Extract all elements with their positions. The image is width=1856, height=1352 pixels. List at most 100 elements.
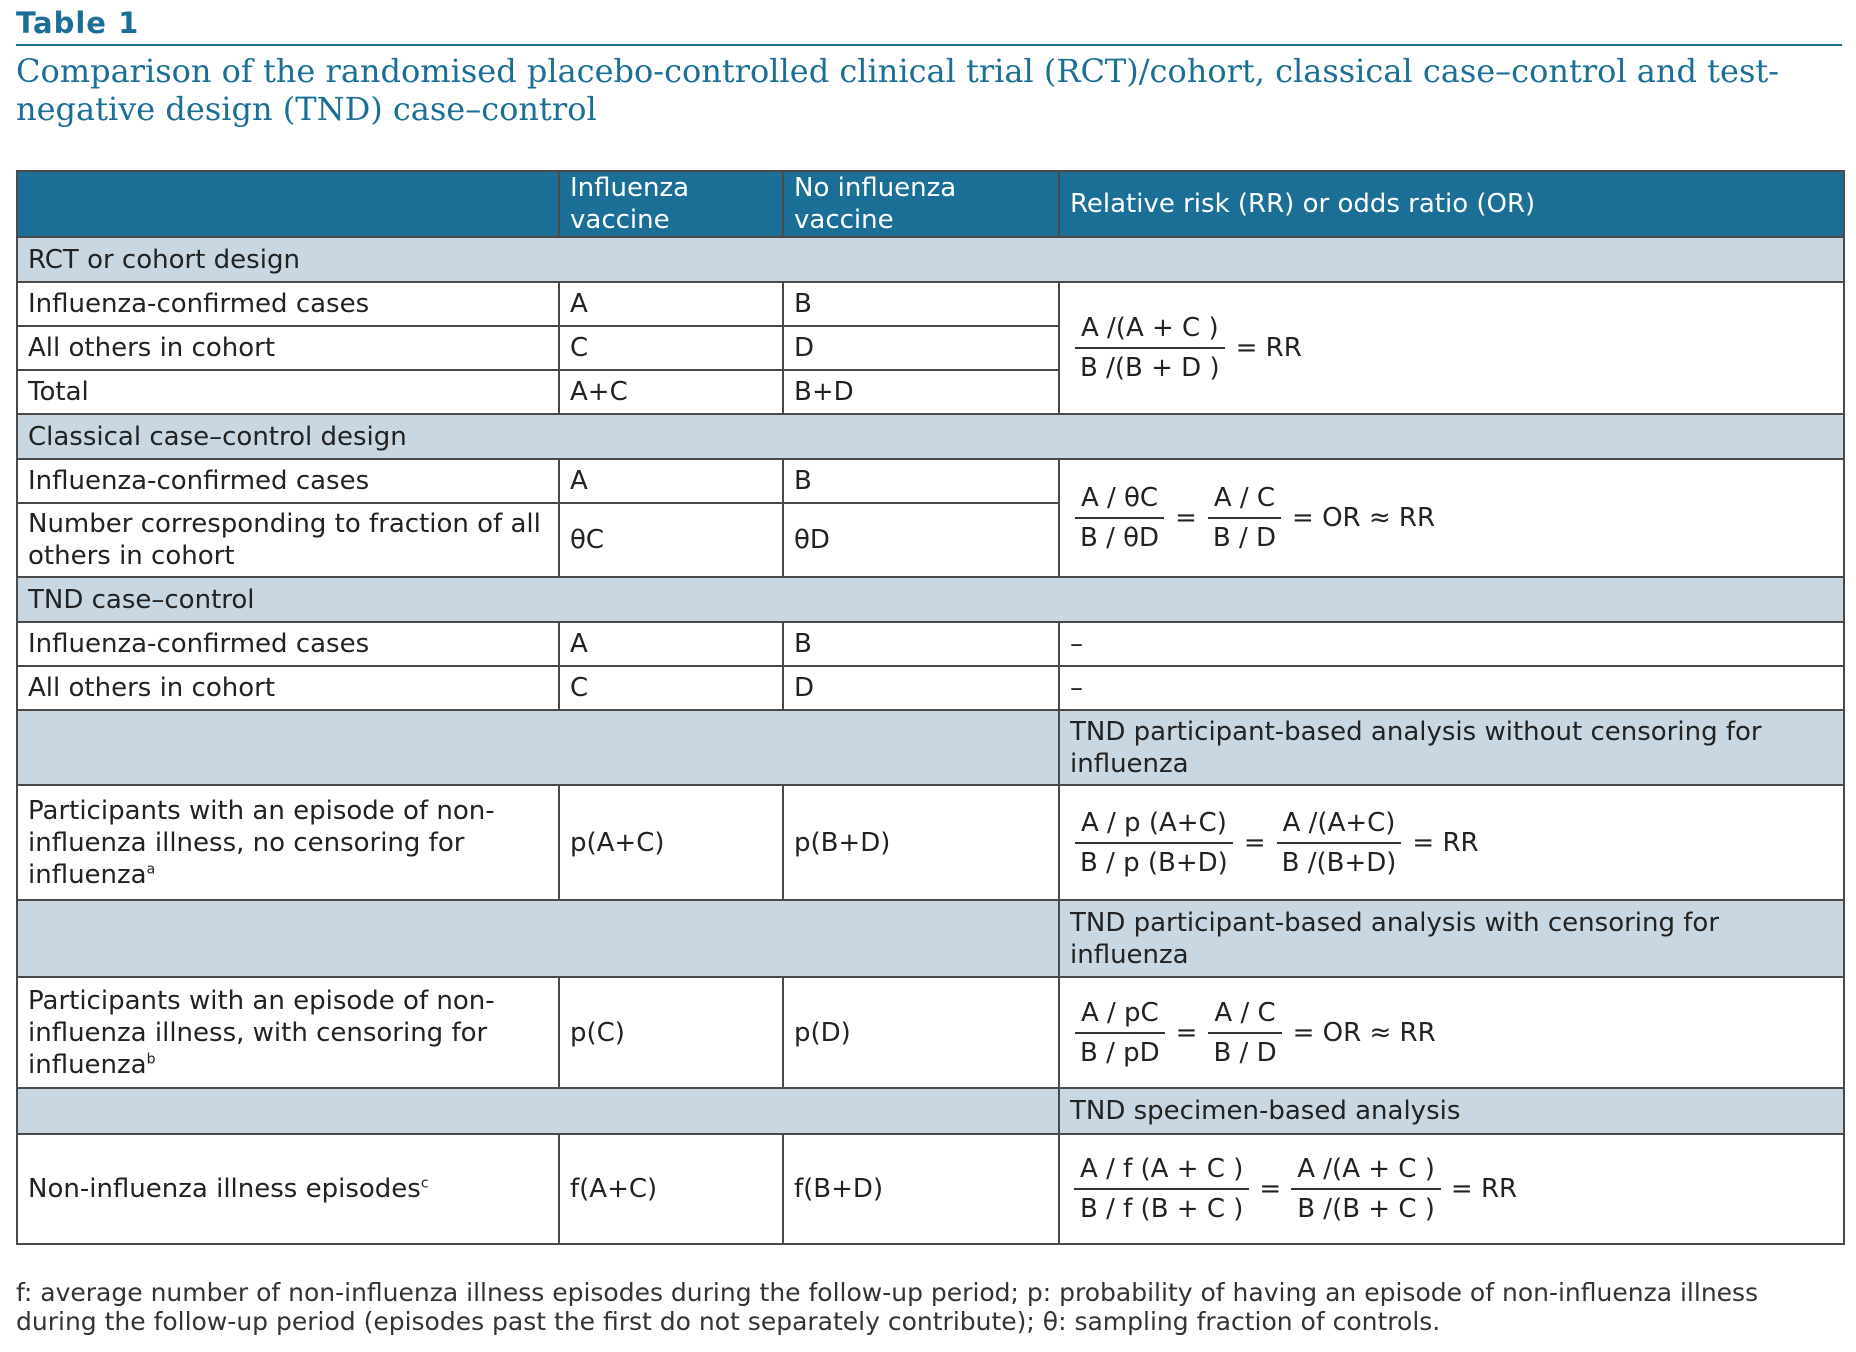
cell-vaccine: p(A+C) <box>558 784 784 901</box>
tnd-formula-3: A / f (A + C ) B / f (B + C ) = A /(A + … <box>1058 1133 1845 1245</box>
cell-no-vaccine: p(D) <box>782 976 1060 1089</box>
tnd-formula-2: A / pC B / pD = A / C B / D = OR ≈ RR <box>1058 976 1845 1089</box>
cell-vaccine: C <box>558 665 784 711</box>
row-label: All others in cohort <box>16 665 560 711</box>
header-rr-or: Relative risk (RR) or odds ratio (OR) <box>1058 170 1845 238</box>
row-label: Influenza-confirmed cases <box>16 458 560 504</box>
subsection-band <box>16 709 1060 786</box>
footnote-marker: a <box>146 860 156 877</box>
cell-vaccine: A+C <box>558 369 784 415</box>
denominator: B / D <box>1212 523 1277 553</box>
section-label-rct: RCT or cohort design <box>16 236 1845 283</box>
denominator: B /(B + D ) <box>1080 353 1220 383</box>
formula-result: = OR ≈ RR <box>1292 503 1436 533</box>
row-label: Total <box>16 369 560 415</box>
header-row: Influenza vaccine No influenza vaccine R… <box>16 170 1845 238</box>
denominator: B / θD <box>1080 523 1160 553</box>
classical-formula: A / θC B / θD = A / C B / D = OR ≈ RR <box>1058 458 1845 578</box>
row-label: Participants with an episode of non-infl… <box>16 976 560 1089</box>
formula-result: = RR <box>1235 333 1302 363</box>
denominator: B /(B+D) <box>1281 847 1397 878</box>
table-row: Non-influenza illness episodesc f(A+C) f… <box>16 1133 1845 1245</box>
table-row: Participants with an episode of non-infl… <box>16 976 1845 1089</box>
denominator: B / f (B + C ) <box>1080 1194 1244 1224</box>
cell-vaccine: C <box>558 325 784 371</box>
section-row-classical: Classical case–control design <box>16 413 1845 460</box>
denominator: B / D <box>1213 1037 1277 1068</box>
formula-result: = RR <box>1450 1174 1518 1204</box>
row-label-text: Participants with an episode of non-infl… <box>28 795 495 890</box>
header-blank <box>16 170 560 238</box>
table-row: Number corresponding to fraction of all … <box>16 502 1844 578</box>
cell-vaccine: θC <box>558 502 784 578</box>
subsection-band <box>16 1087 1060 1135</box>
cell-vaccine: p(C) <box>558 976 784 1089</box>
table-row: All others in cohort C D – <box>16 665 1845 711</box>
numerator: A / p (A+C) <box>1074 808 1233 844</box>
numerator: A / C <box>1208 998 1282 1034</box>
cell-no-vaccine: B+D <box>782 369 1060 415</box>
table-row: Participants with an episode of non-infl… <box>16 784 1845 901</box>
cell-no-vaccine: B <box>782 281 1060 327</box>
fraction: A /(A + C ) B /(B + D ) <box>1074 313 1226 383</box>
fraction: A / p (A+C) B / p (B+D) <box>1074 808 1234 878</box>
numerator: A /(A+C) <box>1276 808 1402 844</box>
cell-vaccine: A <box>558 621 784 667</box>
numerator: A / θC <box>1074 483 1165 519</box>
row-label: Influenza-confirmed cases <box>16 281 560 327</box>
row-label: Non-influenza illness episodesc <box>16 1133 560 1245</box>
footnote-marker: b <box>146 1050 156 1067</box>
section-label-tnd: TND case–control <box>16 576 1845 623</box>
cell-no-vaccine: θD <box>782 502 1060 578</box>
numerator: A /(A + C ) <box>1074 313 1225 349</box>
row-label-text: Participants with an episode of non-infl… <box>28 985 495 1080</box>
equals-sign: = <box>1259 1174 1282 1204</box>
rct-formula: A /(A + C ) B /(B + D ) = RR <box>1058 281 1845 415</box>
denominator: B / pD <box>1080 1037 1160 1068</box>
table-title: Comparison of the randomised placebo-con… <box>16 52 1780 128</box>
row-label: Number corresponding to fraction of all … <box>16 502 560 578</box>
subsection-row: TND participant-based analysis without c… <box>16 709 1845 786</box>
cell-vaccine: A <box>558 458 784 504</box>
tnd-formula-1: A / p (A+C) B / p (B+D) = A /(A+C) B /(B… <box>1058 784 1845 901</box>
fraction: A / C B / D <box>1207 998 1282 1068</box>
formula-result: = RR <box>1412 827 1479 858</box>
cell-rr: – <box>1058 621 1845 667</box>
title-rule <box>16 44 1842 46</box>
cell-no-vaccine: B <box>782 458 1060 504</box>
subsection-row: TND participant-based analysis with cens… <box>16 899 1845 978</box>
fraction: A /(A+C) B /(B+D) <box>1276 808 1403 878</box>
table-row: All others in cohort C D <box>16 325 1844 371</box>
table-row: Influenza-confirmed cases A B A /(A + C … <box>16 281 1845 415</box>
denominator: B /(B + C ) <box>1297 1194 1435 1224</box>
row-label: Participants with an episode of non-infl… <box>16 784 560 901</box>
cell-vaccine: A <box>558 281 784 327</box>
equals-sign: = <box>1243 827 1266 858</box>
header-influenza-vaccine: Influenza vaccine <box>558 170 784 238</box>
table-footnote: f: average number of non-influenza illne… <box>16 1278 1759 1336</box>
formula-result: = OR ≈ RR <box>1292 1017 1436 1048</box>
cell-vaccine: f(A+C) <box>558 1133 784 1245</box>
numerator: A / C <box>1207 483 1282 519</box>
fraction: A / C B / D <box>1207 483 1282 553</box>
section-row-rct: RCT or cohort design <box>16 236 1845 283</box>
denominator: B / p (B+D) <box>1080 847 1228 878</box>
section-label-classical: Classical case–control design <box>16 413 1845 460</box>
fraction: A /(A + C ) B /(B + C ) <box>1291 1154 1441 1224</box>
equals-sign: = <box>1175 1017 1198 1048</box>
subsection-band <box>16 899 1060 978</box>
subsection-heading: TND specimen-based analysis <box>1058 1087 1845 1135</box>
numerator: A / f (A + C ) <box>1074 1154 1250 1190</box>
cell-no-vaccine: D <box>782 325 1060 371</box>
fraction: A / θC B / θD <box>1074 483 1165 553</box>
numerator: A /(A + C ) <box>1291 1154 1441 1190</box>
row-label: All others in cohort <box>16 325 560 371</box>
numerator: A / pC <box>1074 998 1165 1034</box>
cell-no-vaccine: p(B+D) <box>782 784 1060 901</box>
subsection-row: TND specimen-based analysis <box>16 1087 1845 1135</box>
table-row: Influenza-confirmed cases A B A / θC B /… <box>16 458 1845 578</box>
subsection-heading: TND participant-based analysis without c… <box>1058 709 1845 786</box>
table-label: Table 1 <box>16 6 140 40</box>
footnote-marker: c <box>420 1175 429 1192</box>
cell-no-vaccine: B <box>782 621 1060 667</box>
